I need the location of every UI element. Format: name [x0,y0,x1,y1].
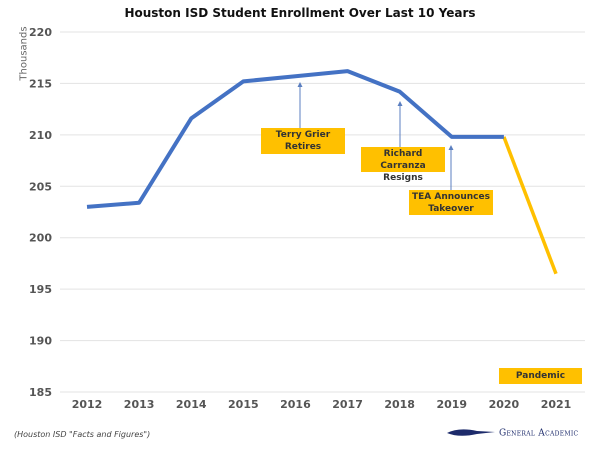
x-tick-label: 2021 [541,398,572,411]
y-tick-label: 215 [29,77,52,90]
series-line-enrollment [86,69,504,209]
annotation-pandemic: Pandemic [499,368,582,384]
x-tick-label: 2017 [332,398,363,411]
annotation-text: Richard Carranza [380,149,426,171]
arrowhead-icon [297,82,303,87]
annotation-terry-grier: Terry Grier Retires [261,128,345,154]
annotation-text: Terry Grier [275,130,331,140]
y-tick-label: 190 [29,335,52,348]
annotation-text: Retires [284,142,322,152]
annotation-text: Resigns [383,173,423,183]
annotation-tea-takeover: TEA Announces Takeover [409,190,493,215]
series-line-pandemic [502,136,558,275]
y-tick-label: 200 [29,232,52,245]
y-tick-label: 195 [29,283,52,296]
annotation-richard-carranza: Richard Carranza Resigns [361,147,445,183]
annotation-text: Takeover [428,204,474,214]
x-tick-label: 2020 [489,398,520,411]
x-tick-label: 2014 [176,398,207,411]
arrowhead-icon [448,145,454,150]
annotation-text: Pandemic [515,371,566,381]
logo-swoosh-icon [447,429,495,436]
annotation-text: TEA Announces [412,192,490,202]
y-tick-label: 185 [29,386,52,399]
x-tick-label: 2016 [280,398,311,411]
source-note: (Houston ISD "Facts and Figures") [14,430,151,439]
x-tick-label: 2015 [228,398,259,411]
y-tick-label: 205 [29,180,52,193]
x-tick-label: 2012 [72,398,103,411]
logo: General Academic [447,428,578,439]
y-tick-label: 210 [29,129,52,142]
x-tick-label: 2019 [436,398,467,411]
x-tick-label: 2013 [124,398,155,411]
arrowhead-icon [397,101,403,106]
logo-text: General Academic [499,428,579,439]
chart-title: Houston ISD Student Enrollment Over Last… [124,6,476,20]
y-tick-label: 220 [29,26,52,39]
x-tick-label: 2018 [384,398,415,411]
